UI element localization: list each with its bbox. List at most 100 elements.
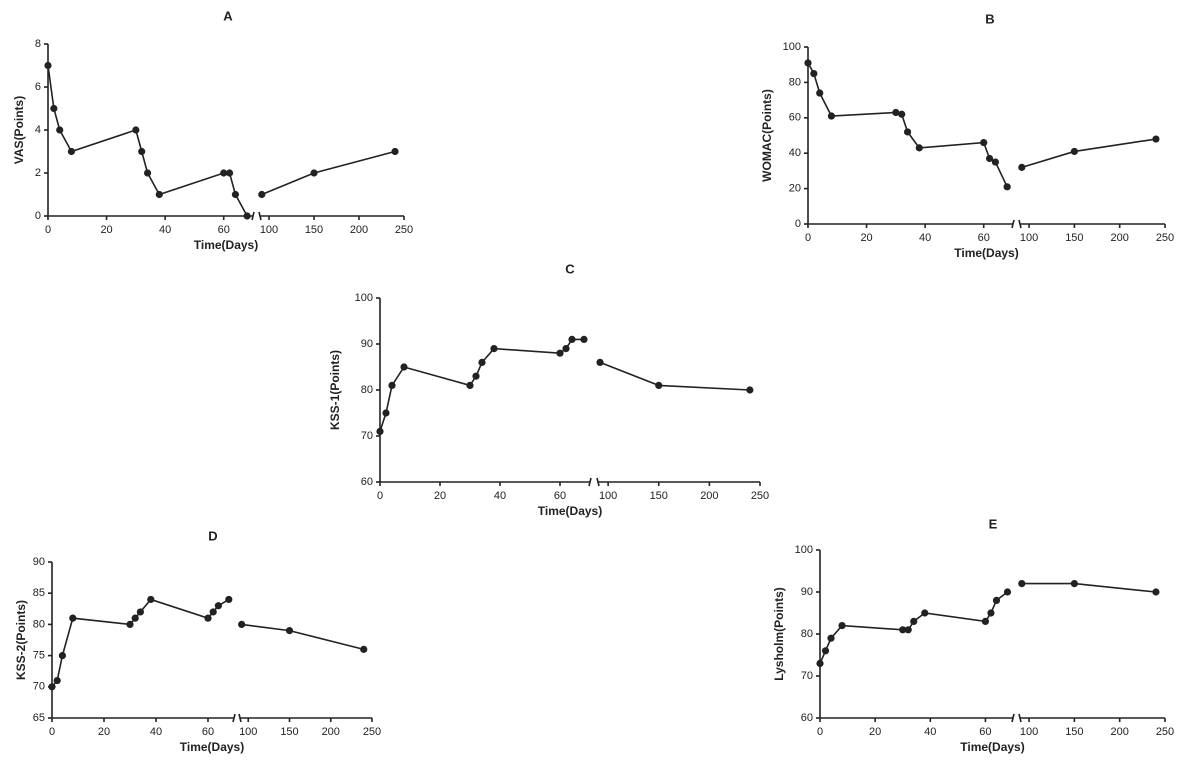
panel-title: B xyxy=(985,11,994,26)
axis-break xyxy=(258,211,262,221)
x-tick-label: 200 xyxy=(1111,726,1129,738)
axis-break xyxy=(1011,219,1015,229)
y-tick-label: 100 xyxy=(783,41,801,53)
data-point xyxy=(562,345,570,353)
y-axis-label: KSS-2(Points) xyxy=(14,600,28,680)
data-point xyxy=(391,147,399,156)
x-tick-label: 150 xyxy=(650,490,668,502)
y-tick-label: 8 xyxy=(35,38,41,50)
data-point xyxy=(225,169,234,177)
x-tick-label: 150 xyxy=(1065,726,1083,738)
axis-break xyxy=(232,713,236,723)
data-point xyxy=(827,112,836,120)
data-point xyxy=(58,652,66,660)
data-point xyxy=(1152,588,1160,596)
data-point xyxy=(921,609,929,617)
data-point xyxy=(985,154,994,163)
data-point xyxy=(992,596,1001,605)
data-point xyxy=(1018,580,1026,588)
data-point xyxy=(904,626,912,634)
y-tick-label: 85 xyxy=(33,587,45,599)
y-tick-label: 100 xyxy=(355,292,373,304)
data-point xyxy=(225,595,233,604)
data-point xyxy=(915,144,923,152)
data-point xyxy=(131,614,139,622)
x-tick-label: 20 xyxy=(98,726,110,738)
data-point xyxy=(655,381,663,389)
data-point xyxy=(478,358,486,366)
x-tick-label: 40 xyxy=(494,490,506,502)
data-point xyxy=(892,108,900,117)
data-point xyxy=(1018,163,1026,171)
axis-break xyxy=(588,477,592,487)
data-line xyxy=(1021,138,1157,169)
data-point xyxy=(48,683,56,691)
data-line xyxy=(819,591,1008,664)
data-point xyxy=(69,614,77,622)
y-axis-label: WOMAC(Points) xyxy=(760,89,774,182)
data-point xyxy=(400,363,408,371)
data-line xyxy=(241,623,364,651)
data-point xyxy=(231,190,240,199)
data-point xyxy=(898,110,906,118)
data-point xyxy=(209,608,217,616)
x-tick-label: 100 xyxy=(260,224,278,236)
y-tick-label: 65 xyxy=(33,712,45,724)
y-tick-label: 40 xyxy=(789,147,801,159)
x-tick-label: 60 xyxy=(218,224,230,236)
x-tick-label: 20 xyxy=(100,224,112,236)
data-point xyxy=(1070,147,1078,156)
panel: B 0 20 40 60 80 100 WOMAC(Points) 0 20 40 60 100 150 2… xyxy=(760,11,1174,260)
y-axis-label: VAS(Points) xyxy=(12,96,26,164)
data-point xyxy=(285,627,294,635)
x-tick-label: 250 xyxy=(363,726,381,738)
y-tick-label: 0 xyxy=(35,210,41,222)
data-point xyxy=(1003,588,1012,596)
x-tick-label: 100 xyxy=(1020,726,1038,738)
data-point xyxy=(1003,183,1011,191)
data-point xyxy=(580,335,588,343)
y-tick-label: 90 xyxy=(361,338,373,350)
data-point xyxy=(1152,135,1160,143)
data-point xyxy=(816,659,824,668)
x-tick-label: 250 xyxy=(395,224,413,236)
data-point xyxy=(903,128,912,136)
data-point xyxy=(220,169,228,177)
data-point xyxy=(56,126,64,134)
data-point xyxy=(838,622,846,630)
y-tick-label: 90 xyxy=(801,586,813,598)
data-point xyxy=(821,647,830,655)
data-point xyxy=(44,61,52,70)
y-tick-label: 70 xyxy=(33,681,45,693)
x-tick-label: 150 xyxy=(280,726,298,738)
x-tick-label: 60 xyxy=(202,726,214,738)
y-tick-label: 0 xyxy=(795,218,801,230)
x-axis-label: Time(Days) xyxy=(960,740,1024,754)
axis-break xyxy=(1018,219,1022,229)
x-tick-label: 60 xyxy=(554,490,566,502)
data-point xyxy=(155,190,163,199)
data-point xyxy=(980,138,988,147)
data-point xyxy=(490,345,498,353)
x-tick-label: 0 xyxy=(805,232,811,244)
x-tick-label: 100 xyxy=(1020,232,1038,244)
data-point xyxy=(204,614,212,622)
y-tick-label: 80 xyxy=(801,628,813,640)
panel-title: D xyxy=(208,528,217,543)
y-tick-label: 60 xyxy=(789,112,801,124)
y-tick-label: 6 xyxy=(35,81,41,93)
y-tick-label: 75 xyxy=(33,650,45,662)
data-point xyxy=(126,620,134,629)
x-tick-label: 0 xyxy=(817,726,823,738)
x-tick-label: 200 xyxy=(1111,232,1129,244)
x-tick-label: 250 xyxy=(1156,726,1174,738)
x-tick-label: 40 xyxy=(924,726,936,738)
data-point xyxy=(310,169,318,177)
data-point xyxy=(804,59,812,67)
data-point xyxy=(827,634,835,642)
data-point xyxy=(138,147,146,156)
y-axis-label: KSS-1(Points) xyxy=(328,350,342,430)
y-tick-label: 80 xyxy=(33,618,45,630)
panel-title: A xyxy=(223,8,233,23)
x-tick-label: 20 xyxy=(860,232,872,244)
